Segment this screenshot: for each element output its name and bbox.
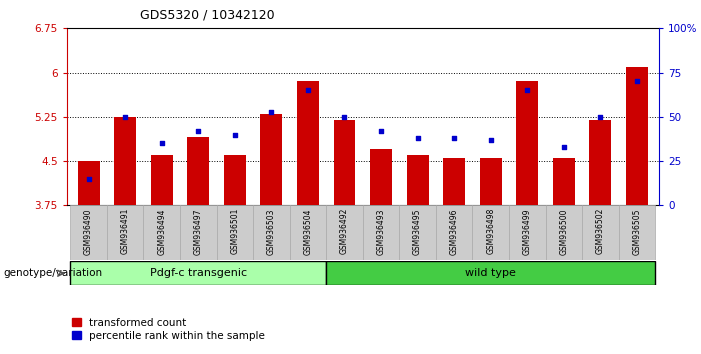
Text: GSM936497: GSM936497 bbox=[193, 208, 203, 255]
Point bbox=[595, 114, 606, 120]
FancyBboxPatch shape bbox=[144, 205, 180, 260]
Point bbox=[339, 114, 350, 120]
FancyBboxPatch shape bbox=[290, 205, 326, 260]
Point bbox=[485, 137, 496, 143]
FancyBboxPatch shape bbox=[582, 205, 619, 260]
Text: GDS5320 / 10342120: GDS5320 / 10342120 bbox=[140, 9, 275, 22]
Text: GSM936505: GSM936505 bbox=[632, 208, 641, 255]
Bar bbox=[626, 67, 648, 205]
FancyBboxPatch shape bbox=[326, 205, 363, 260]
Bar bbox=[443, 158, 465, 205]
Bar bbox=[224, 155, 246, 205]
FancyBboxPatch shape bbox=[400, 205, 436, 260]
FancyBboxPatch shape bbox=[70, 261, 326, 285]
Bar bbox=[590, 120, 611, 205]
Bar bbox=[334, 120, 355, 205]
FancyBboxPatch shape bbox=[509, 205, 545, 260]
Bar bbox=[78, 161, 100, 205]
Text: GSM936500: GSM936500 bbox=[559, 208, 569, 255]
Point bbox=[229, 132, 240, 137]
Text: GSM936501: GSM936501 bbox=[231, 208, 239, 255]
Text: GSM936494: GSM936494 bbox=[157, 208, 166, 255]
Point bbox=[193, 128, 204, 134]
Text: genotype/variation: genotype/variation bbox=[4, 268, 102, 278]
Text: GSM936502: GSM936502 bbox=[596, 208, 605, 255]
Bar bbox=[187, 137, 209, 205]
FancyBboxPatch shape bbox=[180, 205, 217, 260]
Text: wild type: wild type bbox=[465, 268, 516, 278]
FancyBboxPatch shape bbox=[619, 205, 655, 260]
FancyBboxPatch shape bbox=[253, 205, 290, 260]
Text: Pdgf-c transgenic: Pdgf-c transgenic bbox=[150, 268, 247, 278]
Bar bbox=[114, 117, 136, 205]
Point bbox=[302, 87, 313, 93]
Point bbox=[83, 176, 94, 182]
Text: GSM936496: GSM936496 bbox=[449, 208, 458, 255]
FancyBboxPatch shape bbox=[107, 205, 144, 260]
Bar bbox=[370, 149, 392, 205]
Point bbox=[558, 144, 569, 150]
Bar bbox=[407, 155, 428, 205]
Bar bbox=[151, 155, 172, 205]
FancyBboxPatch shape bbox=[70, 205, 107, 260]
Text: GSM936499: GSM936499 bbox=[523, 208, 532, 255]
Bar bbox=[553, 158, 575, 205]
Point bbox=[412, 135, 423, 141]
FancyBboxPatch shape bbox=[472, 205, 509, 260]
Text: GSM936495: GSM936495 bbox=[413, 208, 422, 255]
Point bbox=[522, 87, 533, 93]
FancyBboxPatch shape bbox=[436, 205, 472, 260]
Point bbox=[376, 128, 387, 134]
Legend: transformed count, percentile rank within the sample: transformed count, percentile rank withi… bbox=[68, 314, 269, 345]
Bar bbox=[479, 158, 502, 205]
Point bbox=[266, 109, 277, 114]
Point bbox=[632, 79, 643, 84]
Bar bbox=[517, 81, 538, 205]
Point bbox=[156, 141, 168, 146]
FancyBboxPatch shape bbox=[363, 205, 400, 260]
Text: GSM936503: GSM936503 bbox=[267, 208, 276, 255]
Text: GSM936504: GSM936504 bbox=[304, 208, 313, 255]
Text: GSM936498: GSM936498 bbox=[486, 208, 495, 255]
Text: GSM936493: GSM936493 bbox=[376, 208, 386, 255]
Text: GSM936491: GSM936491 bbox=[121, 208, 130, 255]
Text: GSM936492: GSM936492 bbox=[340, 208, 349, 255]
Point bbox=[449, 135, 460, 141]
FancyBboxPatch shape bbox=[326, 261, 655, 285]
FancyBboxPatch shape bbox=[217, 205, 253, 260]
FancyBboxPatch shape bbox=[545, 205, 582, 260]
Text: GSM936490: GSM936490 bbox=[84, 208, 93, 255]
Bar bbox=[297, 81, 319, 205]
Point bbox=[119, 114, 130, 120]
Bar bbox=[260, 114, 283, 205]
